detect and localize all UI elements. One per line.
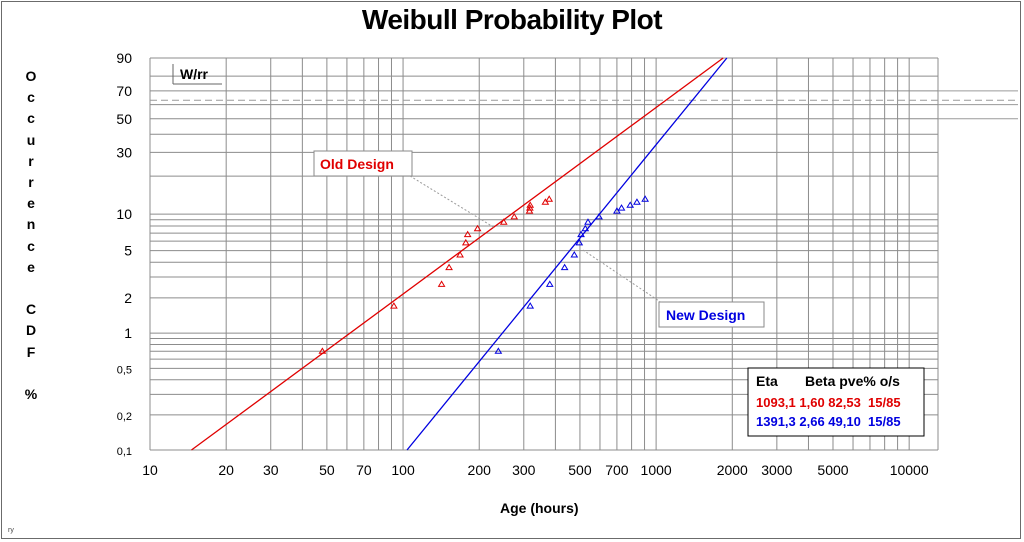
annotations: W/rr Old Design New Design Eta Beta pve% o/… [172,64,925,437]
x-tick-label: 70 [356,462,372,478]
grid-lines [149,57,1018,451]
data-point [390,302,398,309]
y-tick-label: 0,1 [117,446,132,458]
x-axis-label: Age (hours) [500,500,579,516]
data-point [545,280,554,287]
data-point [584,218,592,225]
old-design-label-box [313,150,413,177]
data-point [577,230,585,238]
data-point [545,195,554,202]
data-point [560,263,569,271]
data-point [626,201,635,208]
old-design-leader [409,175,496,229]
x-tick-label: 1000 [641,462,672,478]
data-points [318,195,650,354]
data-point [595,212,603,220]
y-tick-label: 5 [124,243,132,259]
stats-table-header: Eta Beta pve% o/s [756,373,900,389]
method-label: W/rr [180,66,209,82]
x-tick-label: 100 [391,462,415,478]
data-point [633,198,641,205]
x-tick-label: 20 [218,462,234,478]
data-point [581,224,590,232]
stats-table-box [747,367,925,437]
new-design-label: New Design [666,307,745,323]
y-tick-label: 50 [116,111,132,127]
data-point [510,212,519,220]
tick-labels: 10 20 30 50 70 100 200 300 500 700 1000 2000 3000 500… [116,50,928,478]
new-design-leader [582,249,663,304]
x-tick-label: 200 [468,462,492,478]
fit-line [191,57,724,451]
x-tick-label: 300 [512,462,536,478]
fit-line [406,57,728,451]
y-tick-label: 70 [116,83,132,99]
data-point [526,201,535,208]
data-point [494,347,503,354]
data-point [499,218,508,225]
data-point [617,204,626,211]
data-point [461,238,470,246]
data-point [526,302,535,309]
x-tick-label: 50 [319,462,335,478]
old-design-label: Old Design [320,156,394,172]
data-point [437,280,446,287]
stats-row: 1093,1 1,60 82,53 15/85 [756,395,901,410]
data-point [318,347,327,354]
data-point [641,195,650,202]
x-tick-label: 10 [142,462,158,478]
y-tick-label: 0,5 [117,364,132,376]
y-tick-label: 1 [124,325,132,341]
y-tick-label: 2 [124,290,132,306]
x-tick-label: 500 [568,462,592,478]
x-tick-label: 5000 [817,462,848,478]
x-tick-label: 30 [263,462,279,478]
data-point [473,224,482,232]
x-tick-label: 3000 [761,462,792,478]
data-point [575,238,584,246]
data-point [463,230,472,238]
x-tick-label: 2000 [717,462,748,478]
chart-title: Weibull Probability Plot [361,4,663,35]
new-design-label-box [658,301,765,328]
stats-row: 1391,3 2,66 49,10 15/85 [756,414,901,429]
x-tick-label: 700 [605,462,629,478]
x-tick-label: 10000 [890,462,929,478]
y-tick-label: 30 [116,144,132,160]
corner-mark: ry [8,527,14,534]
y-tick-label: 90 [116,50,132,66]
data-point [570,250,579,258]
data-point [445,263,453,271]
data-point [456,250,464,258]
y-tick-label: 0,2 [117,411,132,423]
fit-lines [191,57,728,451]
y-tick-label: 10 [116,206,132,222]
